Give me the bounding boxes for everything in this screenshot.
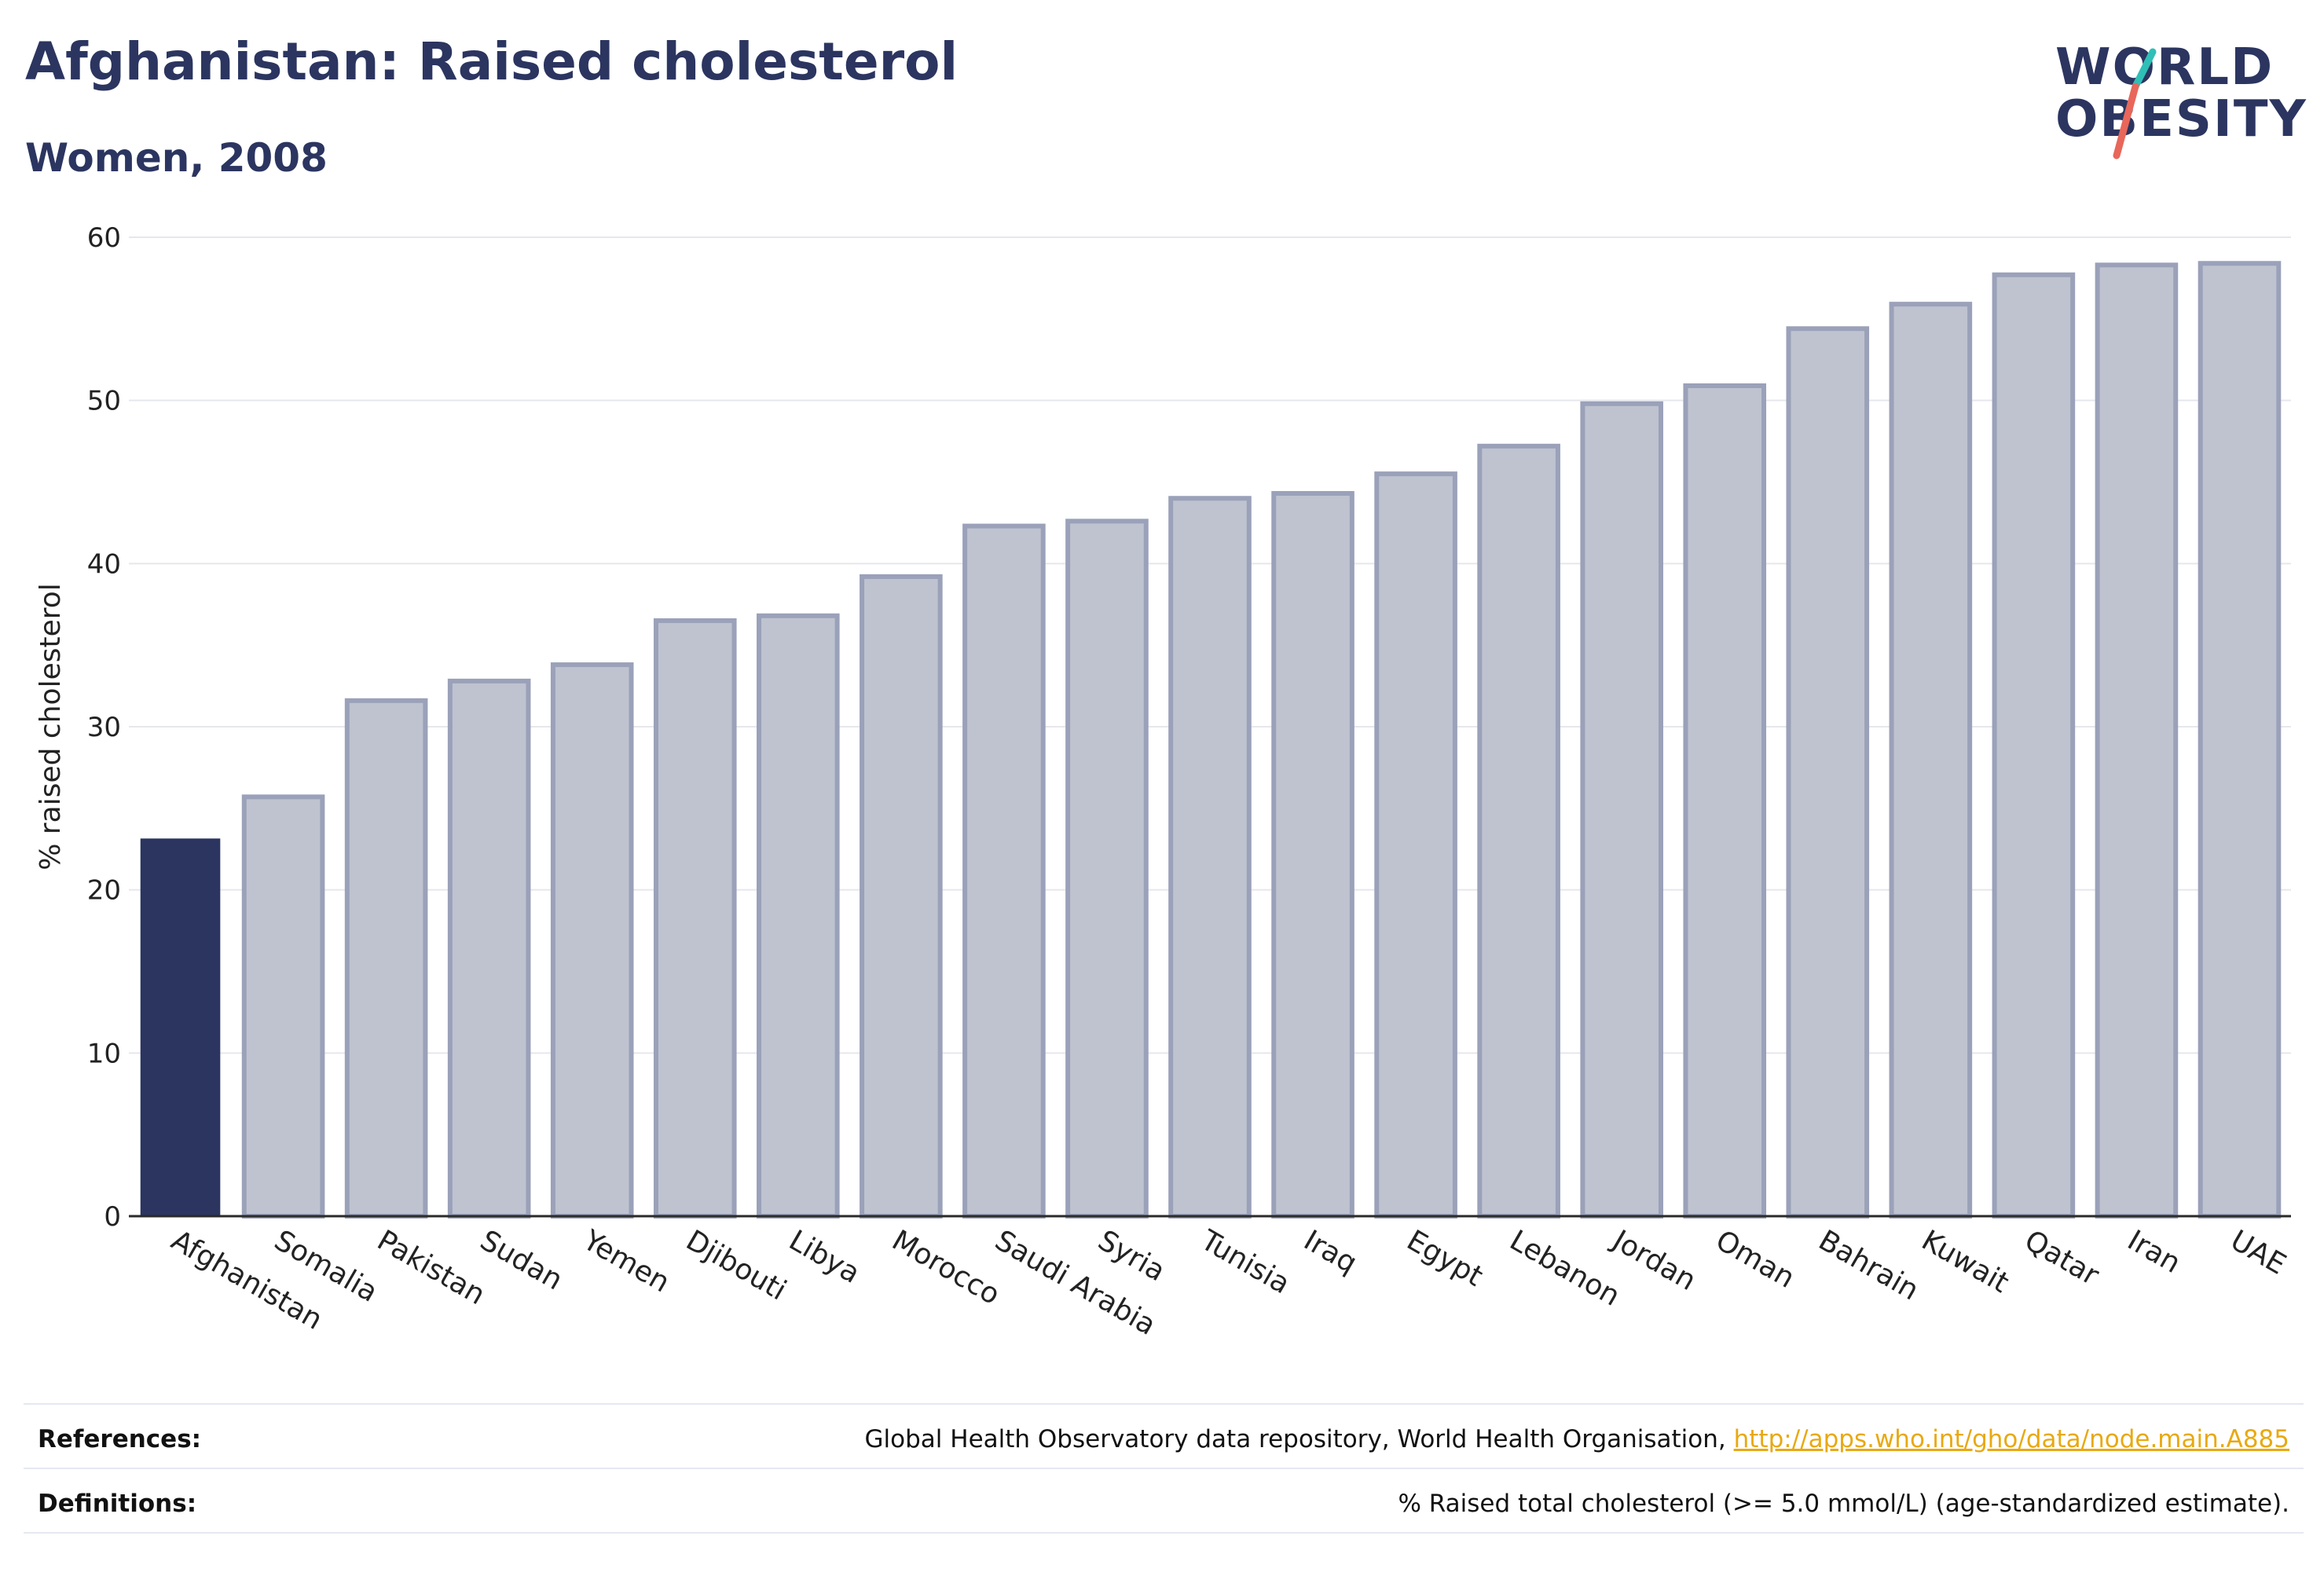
logo-slash-icon xyxy=(2113,48,2157,159)
y-axis-title: % raised cholesterol xyxy=(35,583,67,870)
definitions-label: Definitions: xyxy=(38,1490,197,1518)
bar-lebanon xyxy=(1477,443,1560,1219)
bar-qatar xyxy=(1992,272,2076,1219)
logo-line-2: OBESITY xyxy=(2055,90,2308,148)
logo-line-1: WORLD xyxy=(2055,38,2275,97)
x-tick-label: Bahrain xyxy=(1813,1224,1924,1307)
x-tick-label: Lebanon xyxy=(1505,1224,1626,1313)
x-tick-label: Qatar xyxy=(2019,1224,2104,1292)
bar-somalia xyxy=(241,794,325,1219)
bar-syria xyxy=(1065,519,1149,1219)
x-tick-label: Egypt xyxy=(1402,1224,1488,1292)
bar-oman xyxy=(1683,383,1767,1219)
y-tick-label: 30 xyxy=(87,712,121,743)
world-obesity-logo: WORLD OBESITY xyxy=(2043,24,2310,165)
footer-divider-bottom xyxy=(24,1532,2304,1534)
bar-libya xyxy=(757,613,840,1219)
y-tick-label: 40 xyxy=(87,548,121,580)
y-tick-label: 0 xyxy=(104,1201,121,1233)
x-tick-label: Tunisia xyxy=(1195,1224,1296,1300)
x-tick-label: Djibouti xyxy=(680,1224,791,1307)
bar-tunisia xyxy=(1168,496,1252,1219)
x-tick-label: Kuwait xyxy=(1916,1224,2014,1299)
bar-pakistan xyxy=(344,698,428,1219)
bar-yemen xyxy=(550,662,634,1219)
references-source: Global Health Observatory data repositor… xyxy=(864,1425,1734,1453)
x-tick-label: Libya xyxy=(783,1224,865,1290)
footer-divider-top xyxy=(24,1403,2304,1405)
y-tick-label: 60 xyxy=(87,222,121,254)
y-tick-label: 10 xyxy=(87,1038,121,1069)
bars xyxy=(140,261,2282,1219)
x-tick-label: Iraq xyxy=(1299,1224,1362,1280)
x-tick-label: Oman xyxy=(1710,1224,1800,1295)
references-text: Global Health Observatory data repositor… xyxy=(865,1425,2289,1453)
bar-bahrain xyxy=(1786,326,1870,1219)
y-tick-label: 50 xyxy=(87,386,121,417)
bar-morocco xyxy=(860,574,943,1219)
bar-uae xyxy=(2198,261,2282,1219)
x-tick-label: Yemen xyxy=(577,1224,675,1299)
references-label: References: xyxy=(38,1425,202,1453)
y-tick-label: 20 xyxy=(87,875,121,907)
bar-kuwait xyxy=(1889,302,1973,1219)
bar-saudi-arabia xyxy=(962,523,1046,1219)
footer-divider-middle xyxy=(24,1468,2304,1469)
x-tick-label: Iran xyxy=(2122,1224,2186,1280)
definitions-text: % Raised total cholesterol (>= 5.0 mmol/… xyxy=(1398,1490,2289,1518)
references-link[interactable]: http://apps.who.int/gho/data/node.main.A… xyxy=(1733,1425,2289,1453)
x-tick-label: Pakistan xyxy=(372,1224,490,1311)
x-tick-label: UAE xyxy=(2225,1224,2291,1281)
bar-iraq xyxy=(1271,491,1354,1219)
bar-egypt xyxy=(1374,471,1457,1219)
bar-iran xyxy=(2095,262,2179,1219)
bar-jordan xyxy=(1580,401,1663,1219)
chart-title: Afghanistan: Raised cholesterol xyxy=(25,31,959,92)
x-tick-label: Syria xyxy=(1092,1224,1170,1288)
bar-sudan xyxy=(447,678,531,1219)
chart-subtitle: Women, 2008 xyxy=(25,135,328,181)
bar-afghanistan xyxy=(140,838,221,1218)
x-tick-label: Morocco xyxy=(886,1224,1005,1311)
bar-djibouti xyxy=(653,618,737,1219)
